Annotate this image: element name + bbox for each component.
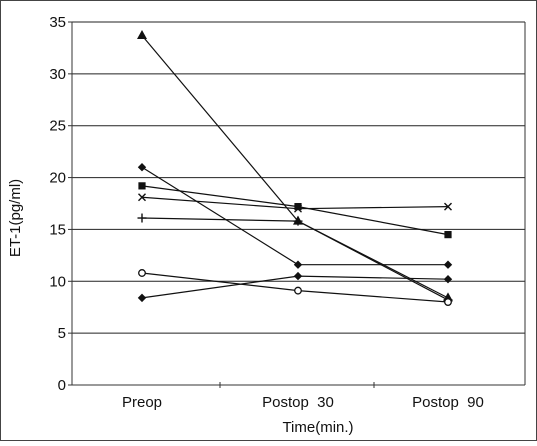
series-3-point-1 [294,204,302,213]
y-axis-label: ET-1(pg/ml) [7,179,24,257]
series-6-point-0 [137,293,147,303]
series-5 [138,269,452,306]
tick-labels: 0 5 10 15 20 25 30 35 Preop Postop 30 Postop 90 [49,14,484,411]
series-3-point-2 [444,202,452,211]
x-tick-label-0: Preop [122,394,162,411]
series-1-point-0 [137,163,147,172]
y-tick-label-25: 25 [49,118,66,135]
series-5-point-1 [294,286,302,295]
series-1-point-1 [293,260,303,269]
series-3-point-0 [138,193,146,202]
series-6-point-1 [293,271,303,281]
axes [68,21,526,388]
series-1-point-2 [443,260,453,269]
y-tick-label-10: 10 [49,273,66,290]
series-4-point-0 [137,213,147,223]
series-2-point-1 [294,203,302,211]
series-3 [138,193,452,213]
x-tick-label-2: Postop 90 [412,394,484,411]
series-6-point-2 [443,275,453,284]
series-0-point-0 [137,29,147,39]
y-tick-label-0: 0 [58,377,66,394]
series-5-point-0 [138,269,146,277]
y-tick-label-5: 5 [58,325,66,342]
series-group [137,29,453,306]
series-2-point-0 [138,182,146,190]
series-4-point-1 [293,216,303,226]
y-tick-label-20: 20 [49,170,66,187]
series-2 [138,182,452,239]
series-5-point-2 [444,298,452,306]
y-tick-label-15: 15 [49,221,66,238]
y-tick-label-30: 30 [49,66,66,83]
x-tick-label-1: Postop 30 [262,394,334,411]
x-axis-label: Time(min.) [282,419,353,436]
series-2-point-2 [444,231,452,239]
y-tick-label-35: 35 [49,14,66,31]
series-6 [137,271,453,303]
series-1 [137,163,453,269]
